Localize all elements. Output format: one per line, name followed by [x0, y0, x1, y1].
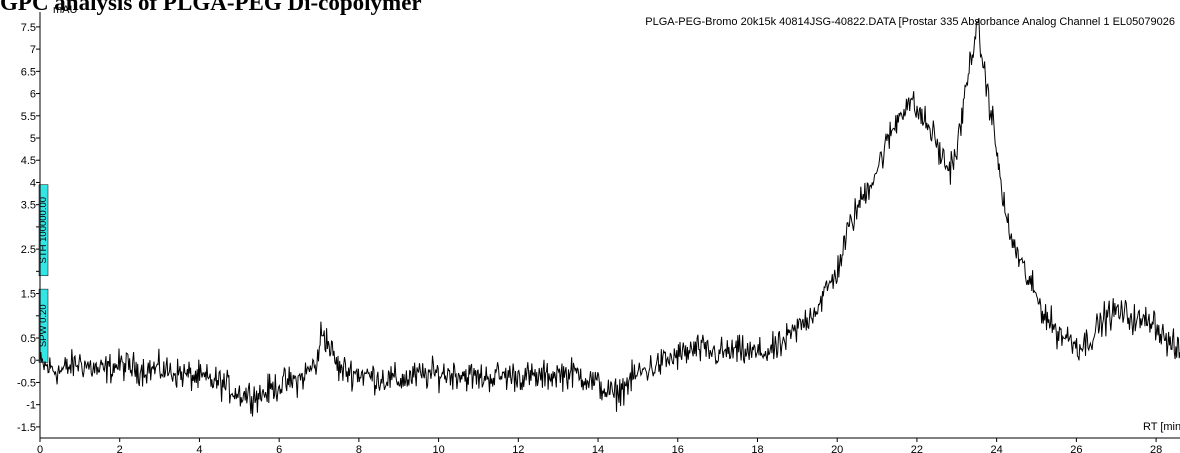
x-tick-label: 20 — [831, 444, 843, 453]
x-tick-label: 16 — [672, 444, 684, 453]
chart-title: PLGA-PEG-Bromo 20k15k 40814JSG-40822.DAT… — [645, 16, 1175, 28]
y-tick-label: 4 — [30, 177, 36, 189]
y-marker-box — [38, 288, 49, 363]
x-tick-label: 10 — [432, 444, 444, 453]
x-ticks: 0 2 4 6 8 10 12 14 16 18 20 22 24 26 28 — [37, 438, 1162, 453]
x-tick-label: 4 — [196, 444, 202, 453]
x-tick-label: 22 — [911, 444, 923, 453]
x-tick-label: 26 — [1070, 444, 1082, 453]
y-tick-label: 2.5 — [21, 244, 36, 256]
page-heading: GPC analysis of PLGA-PEG Di-copolymer — [0, 0, 422, 15]
y-markers: STH 100000.00 SPW 0.20 — [38, 184, 49, 363]
x-tick-label: 28 — [1150, 444, 1162, 453]
x-tick-label: 14 — [592, 444, 604, 453]
y-tick-label: -0.5 — [17, 377, 36, 389]
y-tick-label: 5.5 — [21, 111, 36, 123]
x-tick-label: 8 — [356, 444, 362, 453]
y-marker-label: SPW 0.20 — [38, 304, 49, 347]
x-tick-label: 0 — [37, 444, 43, 453]
x-tick-label: 24 — [991, 444, 1003, 453]
y-tick-label: 0.5 — [21, 333, 36, 345]
x-tick-label: 12 — [512, 444, 524, 453]
series-line — [39, 17, 1180, 417]
y-tick-label: 1.5 — [21, 289, 36, 301]
y-tick-label: 6.5 — [21, 66, 36, 78]
y-marker-label: STH 100000.00 — [38, 197, 49, 264]
y-ticks: -1.5 -1 -0.5 0 0.5 1.5 2.5 3.5 4 4.5 5 5.5 6 6.5 7 7.5 — [17, 22, 40, 434]
y-tick-label: 6 — [30, 89, 36, 101]
y-tick-label: 4.5 — [21, 155, 36, 167]
x-tick-label: 6 — [276, 444, 282, 453]
y-tick-label: 5 — [30, 133, 36, 145]
y-tick-label: 7 — [30, 44, 36, 56]
x-tick-label: 2 — [117, 444, 123, 453]
y-tick-label: -1 — [26, 400, 36, 412]
x-tick-label: 18 — [751, 444, 763, 453]
y-tick-label: 7.5 — [21, 22, 36, 34]
y-tick-label: 3.5 — [21, 200, 36, 212]
y-tick-label: -1.5 — [17, 422, 36, 434]
y-marker-box — [38, 184, 49, 277]
y-axis-unit: mAU — [53, 4, 78, 16]
x-axis-unit: RT [min] — [1143, 421, 1180, 433]
y-tick-label: 0 — [30, 355, 36, 367]
